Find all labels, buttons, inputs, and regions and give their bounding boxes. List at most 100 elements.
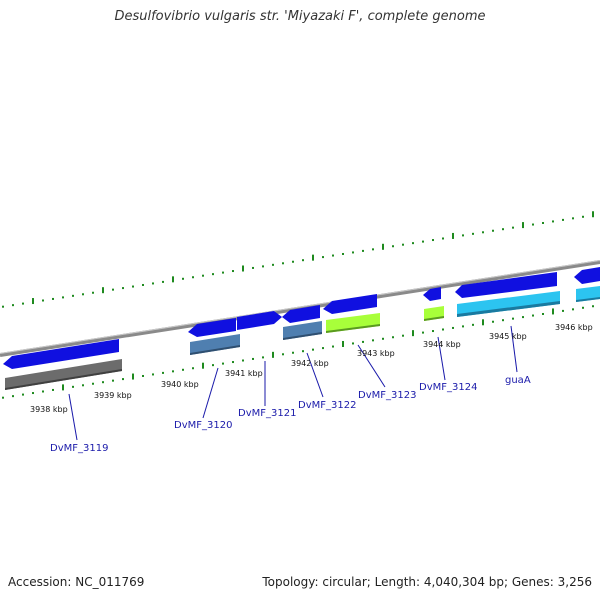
gene-arrow-guaa[interactable] xyxy=(455,272,557,298)
genome-title: Desulfovibrio vulgaris str. 'Miyazaki F'… xyxy=(114,9,486,24)
tick-mark xyxy=(112,288,114,291)
tick-mark xyxy=(592,211,594,218)
tick-mark xyxy=(172,276,174,283)
tick-mark xyxy=(322,256,324,259)
tick-mark xyxy=(442,328,444,331)
tick-mark xyxy=(502,319,504,322)
tick-mark xyxy=(312,348,314,351)
kbp-label: 3942 kbp xyxy=(291,359,329,368)
tick-mark xyxy=(132,373,134,380)
cds-bar-dvmf3120[interactable] xyxy=(190,334,240,355)
gene-label-dvmf3120[interactable]: DvMF_3120 xyxy=(174,420,232,431)
tick-mark xyxy=(162,280,164,283)
gene-arrow-next[interactable] xyxy=(574,267,600,284)
kbp-label: 3939 kbp xyxy=(94,391,132,400)
tick-mark xyxy=(442,237,444,240)
tick-mark xyxy=(92,382,94,385)
tick-mark xyxy=(502,228,504,231)
kbp-label: 3944 kbp xyxy=(423,340,461,349)
tick-mark xyxy=(102,381,104,384)
kbp-label: 3941 kbp xyxy=(225,369,263,378)
tick-mark xyxy=(562,218,564,221)
tick-mark xyxy=(202,274,204,277)
tick-mark xyxy=(62,296,64,299)
tick-mark xyxy=(412,330,414,337)
tick-mark xyxy=(92,291,94,294)
tick-mark xyxy=(182,368,184,371)
tick-mark xyxy=(352,251,354,254)
gene-arrow-dvmf3120[interactable] xyxy=(188,318,236,337)
tick-mark xyxy=(592,305,594,308)
tick-mark xyxy=(382,337,384,340)
cds-bar-next-shade xyxy=(576,297,600,302)
gene-label-dvmf3122[interactable]: DvMF_3122 xyxy=(298,400,356,411)
cds-bar-guaa[interactable] xyxy=(457,291,560,317)
tick-mark xyxy=(162,371,164,374)
tick-mark xyxy=(492,229,494,232)
gene-label-dvmf3121[interactable]: DvMF_3121 xyxy=(238,408,296,419)
tick-mark xyxy=(222,271,224,274)
kbp-label: 3945 kbp xyxy=(489,332,527,341)
tick-mark xyxy=(382,243,384,250)
gene-label-dvmf3124[interactable]: DvMF_3124 xyxy=(419,382,477,393)
tick-mark xyxy=(22,393,24,396)
gene-label-guaa[interactable]: guaA xyxy=(505,375,531,386)
gene-arrow-dvmf3123[interactable] xyxy=(323,294,377,314)
tick-mark xyxy=(272,351,274,358)
tick-mark xyxy=(242,265,244,272)
cds-bar-guaa-shade xyxy=(457,301,560,317)
tick-mark xyxy=(72,385,74,388)
tick-mark xyxy=(422,331,424,334)
tick-mark xyxy=(572,308,574,311)
tick-mark xyxy=(432,239,434,242)
gene-arrow-dvmf3119[interactable] xyxy=(3,339,119,369)
tick-mark xyxy=(582,215,584,218)
tick-mark xyxy=(362,340,364,343)
tick-mark xyxy=(102,287,104,294)
tick-mark xyxy=(372,339,374,342)
tick-mark xyxy=(452,232,454,239)
tick-mark xyxy=(552,220,554,223)
tick-mark xyxy=(2,396,4,399)
gene-arrow-dvmf3122[interactable] xyxy=(282,305,320,323)
gene-label-dvmf3123[interactable]: DvMF_3123 xyxy=(358,390,416,401)
tick-mark xyxy=(72,294,74,297)
tick-mark xyxy=(482,319,484,326)
tick-mark xyxy=(372,248,374,251)
genome-backbone-highlight xyxy=(0,260,600,354)
tick-mark xyxy=(292,260,294,263)
tick-mark xyxy=(32,392,34,395)
kbp-label: 3938 kbp xyxy=(30,405,68,414)
cds-bar-dvmf3119[interactable] xyxy=(5,359,122,390)
tick-mark xyxy=(392,336,394,339)
tick-mark xyxy=(332,345,334,348)
cds-bar-dvmf3123[interactable] xyxy=(326,313,380,333)
cds-bar-dvmf3120-shade xyxy=(190,345,240,355)
tick-mark xyxy=(352,342,354,345)
tick-mark xyxy=(182,277,184,280)
gene-arrow-dvmf3124[interactable] xyxy=(423,287,441,301)
tick-mark xyxy=(12,395,14,398)
tick-mark xyxy=(412,242,414,245)
tick-mark xyxy=(232,270,234,273)
tick-mark xyxy=(462,234,464,237)
tick-mark xyxy=(122,287,124,290)
tick-mark xyxy=(2,305,4,308)
tick-mark xyxy=(542,221,544,224)
tick-mark xyxy=(512,226,514,229)
tick-mark xyxy=(242,359,244,362)
tick-mark xyxy=(572,217,574,220)
tick-mark xyxy=(342,340,344,347)
kbp-label: 3946 kbp xyxy=(555,323,593,332)
gene-label-dvmf3119[interactable]: DvMF_3119 xyxy=(50,443,108,454)
tick-mark xyxy=(82,293,84,296)
tick-mark xyxy=(582,306,584,309)
tick-mark xyxy=(172,370,174,373)
tick-mark xyxy=(152,282,154,285)
gene-arrow-dvmf3121[interactable] xyxy=(237,311,282,330)
tick-mark xyxy=(402,243,404,246)
tick-mark xyxy=(302,259,304,262)
tick-mark xyxy=(522,316,524,319)
tick-mark xyxy=(462,325,464,328)
